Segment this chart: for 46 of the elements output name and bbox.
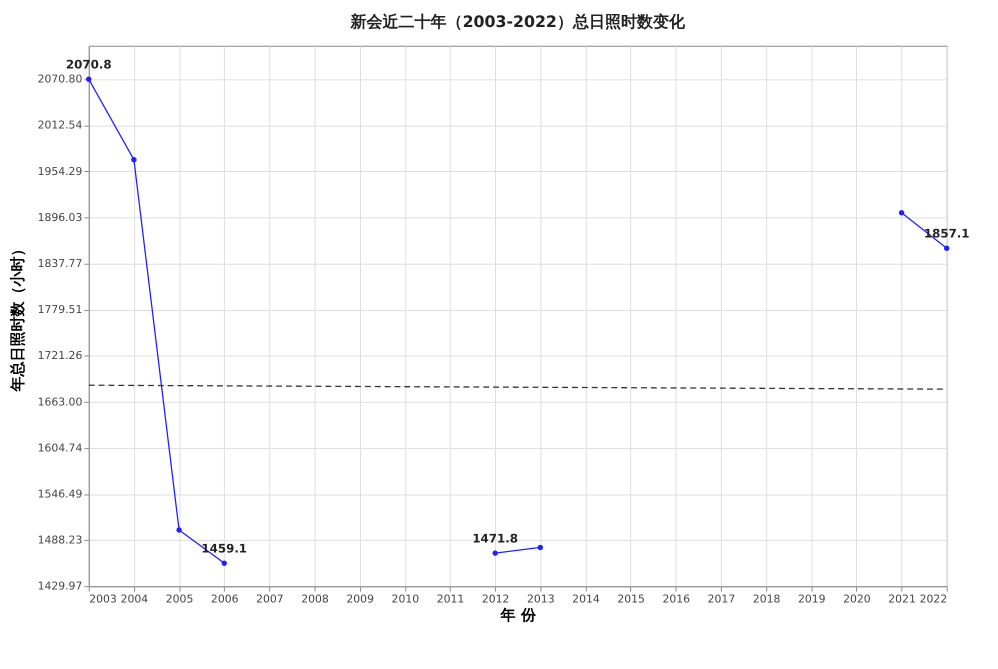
x-tick-label: 2004 <box>120 592 148 606</box>
x-tick-label: 2012 <box>482 592 510 606</box>
x-tick-label: 2018 <box>752 592 780 606</box>
y-tick-label: 2012.54 <box>38 118 82 132</box>
x-tick-label: 2011 <box>436 592 464 606</box>
y-tick-label: 1954.29 <box>38 164 82 178</box>
point <box>944 246 950 251</box>
point <box>176 527 182 533</box>
x-tick-label: 2015 <box>617 592 645 606</box>
y-tick-label: 1429.97 <box>38 580 82 593</box>
point <box>492 550 498 556</box>
y-tick-label: 1546.49 <box>38 487 82 500</box>
x-tick-label: 2016 <box>662 592 690 606</box>
x-tick-label: 2017 <box>708 592 736 606</box>
x-tick-label: 2014 <box>572 592 600 606</box>
point <box>131 157 137 162</box>
x-tick-label: 2021 <box>888 592 916 606</box>
x-tick-label: 2013 <box>527 592 555 606</box>
x-tick-label: 2022 <box>920 592 948 606</box>
x-axis-title: 年 份 <box>500 607 537 624</box>
chart-title: 新会近二十年（2003-2022）总日照时数变化 <box>350 12 686 32</box>
y-tick-label: 1488.23 <box>38 534 82 547</box>
data-label: 1471.8 <box>472 531 518 546</box>
y-axis-title: 年总日照时数（小时） <box>10 241 27 392</box>
y-tick-label: 1663.00 <box>38 395 82 408</box>
x-tick-label: 2005 <box>166 592 194 606</box>
x-tick-label: 2020 <box>843 592 871 606</box>
x-tick-label: 2003 <box>89 592 117 606</box>
x-tick-label: 2008 <box>301 592 329 606</box>
point <box>86 76 92 82</box>
x-tick-label: 2006 <box>210 592 239 606</box>
x-tick-label: 2019 <box>798 592 826 606</box>
y-tick-label: 2070.80 <box>38 72 82 86</box>
y-tick-label: 1837.77 <box>38 257 82 270</box>
y-tick-label: 1896.03 <box>38 210 82 224</box>
point <box>898 210 904 216</box>
x-tick-label: 2007 <box>256 592 284 606</box>
x-tick-label: 2009 <box>346 592 374 606</box>
data-label: 1459.1 <box>201 541 248 556</box>
x-tick-label: 2010 <box>392 592 420 606</box>
point <box>538 544 544 550</box>
point <box>222 560 227 566</box>
y-tick-label: 1779.51 <box>38 303 82 316</box>
data-label: 2070.8 <box>66 57 112 72</box>
y-tick-label: 1721.26 <box>38 349 82 362</box>
y-tick-label: 1604.74 <box>38 441 82 454</box>
